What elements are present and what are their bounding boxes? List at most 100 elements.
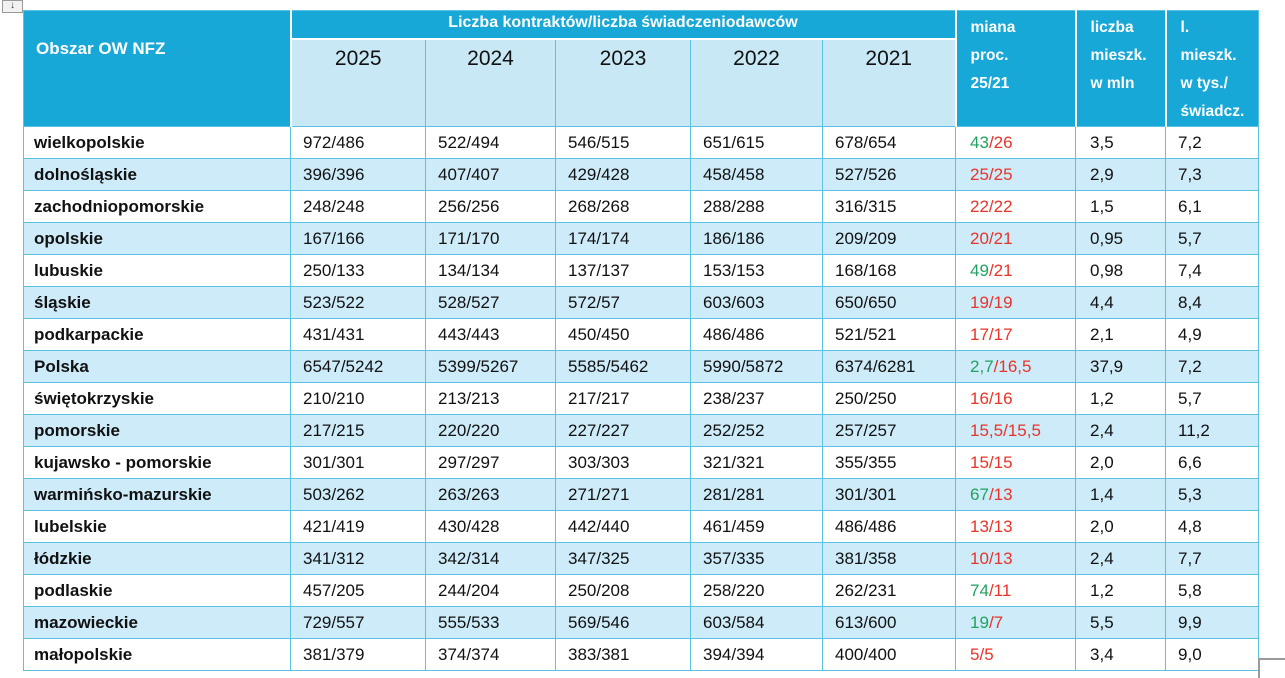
region-cell: małopolskie bbox=[23, 638, 291, 671]
value-2025-cell: 341/312 bbox=[290, 542, 426, 575]
table-row: lubuskie 250/133 134/134 137/137 153/153 168/… bbox=[23, 254, 1260, 287]
table-row: dolnośląskie 396/396 407/407 429/428 458/458… bbox=[23, 158, 1260, 191]
value-2025-cell: 217/215 bbox=[290, 414, 426, 447]
value-2023-cell: 442/440 bbox=[555, 510, 691, 543]
miana-red-part: 25/25 bbox=[970, 164, 1013, 184]
header-line: w tys./ bbox=[1180, 75, 1228, 92]
mieszk-tys-swiadcz-cell: 11,2 bbox=[1165, 414, 1260, 447]
mieszk-tys-swiadcz-cell: 7,2 bbox=[1165, 126, 1260, 159]
miana-green-part: 2,7 bbox=[970, 356, 994, 376]
value-2024-cell: 5399/5267 bbox=[425, 350, 556, 383]
value-2022-cell: 651/615 bbox=[690, 126, 823, 159]
value-2023-cell: 429/428 bbox=[555, 158, 691, 191]
value-2025-cell: 250/133 bbox=[290, 254, 426, 287]
mieszk-mln-cell: 0,95 bbox=[1075, 222, 1167, 255]
miana-red-part: /26 bbox=[988, 132, 1013, 152]
region-cell: opolskie bbox=[23, 222, 291, 255]
value-2024-cell: 374/374 bbox=[425, 638, 556, 671]
value-2023-cell: 303/303 bbox=[555, 446, 691, 479]
value-2022-cell: 281/281 bbox=[690, 478, 823, 511]
miana-proc-cell: 5/5 bbox=[955, 638, 1077, 671]
value-2024-cell: 555/533 bbox=[425, 606, 556, 639]
value-2024-cell: 263/263 bbox=[425, 478, 556, 511]
value-2025-cell: 248/248 bbox=[290, 190, 426, 223]
scroll-corner bbox=[1258, 658, 1285, 678]
value-2023-cell: 227/227 bbox=[555, 414, 691, 447]
miana-red-part: 13/13 bbox=[970, 516, 1013, 536]
value-2021-cell: 527/526 bbox=[821, 158, 957, 191]
value-2022-cell: 486/486 bbox=[690, 318, 823, 351]
region-cell: lubelskie bbox=[23, 510, 291, 543]
mieszk-tys-swiadcz-cell: 7,3 bbox=[1165, 158, 1260, 191]
miana-red-part: 17/17 bbox=[970, 324, 1013, 344]
region-cell: podlaskie bbox=[23, 574, 291, 607]
table-row: lubelskie 421/419 430/428 442/440 461/459 486… bbox=[23, 510, 1260, 543]
value-2024-cell: 297/297 bbox=[425, 446, 556, 479]
value-2022-cell: 288/288 bbox=[690, 190, 823, 223]
value-2022-cell: 394/394 bbox=[690, 638, 823, 671]
value-2025-cell: 6547/5242 bbox=[290, 350, 426, 383]
miana-proc-cell: 43/26 bbox=[955, 126, 1077, 159]
value-2025-cell: 421/419 bbox=[290, 510, 426, 543]
value-2024-cell: 244/204 bbox=[425, 574, 556, 607]
region-cell: Polska bbox=[23, 350, 291, 383]
table-row: Polska 6547/5242 5399/5267 5585/5462 5990/58… bbox=[23, 350, 1260, 383]
value-2024-cell: 443/443 bbox=[425, 318, 556, 351]
value-2021-cell: 678/654 bbox=[821, 126, 957, 159]
table-header: Obszar OW NFZ Liczba kontraktów/liczba ś… bbox=[23, 10, 1259, 127]
table-body: wielkopolskie 972/486 522/494 546/515 651/61… bbox=[23, 126, 1260, 671]
scroll-down-button[interactable]: ↓ bbox=[2, 0, 23, 13]
value-2022-cell: 458/458 bbox=[690, 158, 823, 191]
region-cell: dolnośląskie bbox=[23, 158, 291, 191]
mieszk-mln-cell: 2,1 bbox=[1075, 318, 1167, 351]
value-2025-cell: 972/486 bbox=[290, 126, 426, 159]
mieszk-tys-swiadcz-cell: 5,3 bbox=[1165, 478, 1260, 511]
nfz-contracts-table: Obszar OW NFZ Liczba kontraktów/liczba ś… bbox=[23, 10, 1260, 671]
mieszk-tys-swiadcz-cell: 5,7 bbox=[1165, 382, 1260, 415]
column-header-l-mieszk: l. mieszk. w tys./ świadcz. bbox=[1164, 10, 1259, 127]
value-2024-cell: 522/494 bbox=[425, 126, 556, 159]
value-2025-cell: 523/522 bbox=[290, 286, 426, 319]
miana-proc-cell: 2,7/16,5 bbox=[955, 350, 1077, 383]
value-2023-cell: 546/515 bbox=[555, 126, 691, 159]
value-2023-cell: 383/381 bbox=[555, 638, 691, 671]
down-arrow-icon: ↓ bbox=[10, 0, 15, 11]
miana-green-part: 19 bbox=[970, 612, 989, 632]
header-line: świadcz. bbox=[1180, 103, 1245, 120]
region-cell: lubuskie bbox=[23, 254, 291, 287]
miana-proc-cell: 49/21 bbox=[955, 254, 1077, 287]
mieszk-mln-cell: 4,4 bbox=[1075, 286, 1167, 319]
header-line: mieszk. bbox=[1090, 47, 1147, 64]
table-row: opolskie 167/166 171/170 174/174 186/186 209/… bbox=[23, 222, 1260, 255]
value-2023-cell: 174/174 bbox=[555, 222, 691, 255]
table-row: świętokrzyskie 210/210 213/213 217/217 238/2… bbox=[23, 382, 1260, 415]
value-2024-cell: 134/134 bbox=[425, 254, 556, 287]
table-row: podlaskie 457/205 244/204 250/208 258/220 262… bbox=[23, 574, 1260, 607]
value-2022-cell: 186/186 bbox=[690, 222, 823, 255]
value-2023-cell: 268/268 bbox=[555, 190, 691, 223]
mieszk-tys-swiadcz-cell: 6,6 bbox=[1165, 446, 1260, 479]
miana-red-part: /16,5 bbox=[993, 356, 1032, 376]
value-2022-cell: 461/459 bbox=[690, 510, 823, 543]
value-2025-cell: 396/396 bbox=[290, 158, 426, 191]
mieszk-mln-cell: 2,0 bbox=[1075, 510, 1167, 543]
header-line: proc. bbox=[970, 47, 1009, 64]
mieszk-mln-cell: 1,5 bbox=[1075, 190, 1167, 223]
miana-red-part: 16/16 bbox=[970, 388, 1013, 408]
column-header-year-2024: 2024 bbox=[425, 39, 556, 127]
mieszk-mln-cell: 0,98 bbox=[1075, 254, 1167, 287]
miana-red-part: 5/5 bbox=[970, 644, 994, 664]
value-2023-cell: 137/137 bbox=[555, 254, 691, 287]
miana-proc-cell: 19/7 bbox=[955, 606, 1077, 639]
miana-proc-cell: 67/13 bbox=[955, 478, 1077, 511]
miana-green-part: 49 bbox=[970, 260, 989, 280]
value-2021-cell: 316/315 bbox=[821, 190, 957, 223]
mieszk-mln-cell: 2,0 bbox=[1075, 446, 1167, 479]
value-2025-cell: 457/205 bbox=[290, 574, 426, 607]
mieszk-tys-swiadcz-cell: 8,4 bbox=[1165, 286, 1260, 319]
table-row: warmińsko-mazurskie 503/262 263/263 271/271… bbox=[23, 478, 1260, 511]
region-cell: podkarpackie bbox=[23, 318, 291, 351]
miana-proc-cell: 20/21 bbox=[955, 222, 1077, 255]
value-2022-cell: 321/321 bbox=[690, 446, 823, 479]
miana-green-part: 43 bbox=[970, 132, 989, 152]
